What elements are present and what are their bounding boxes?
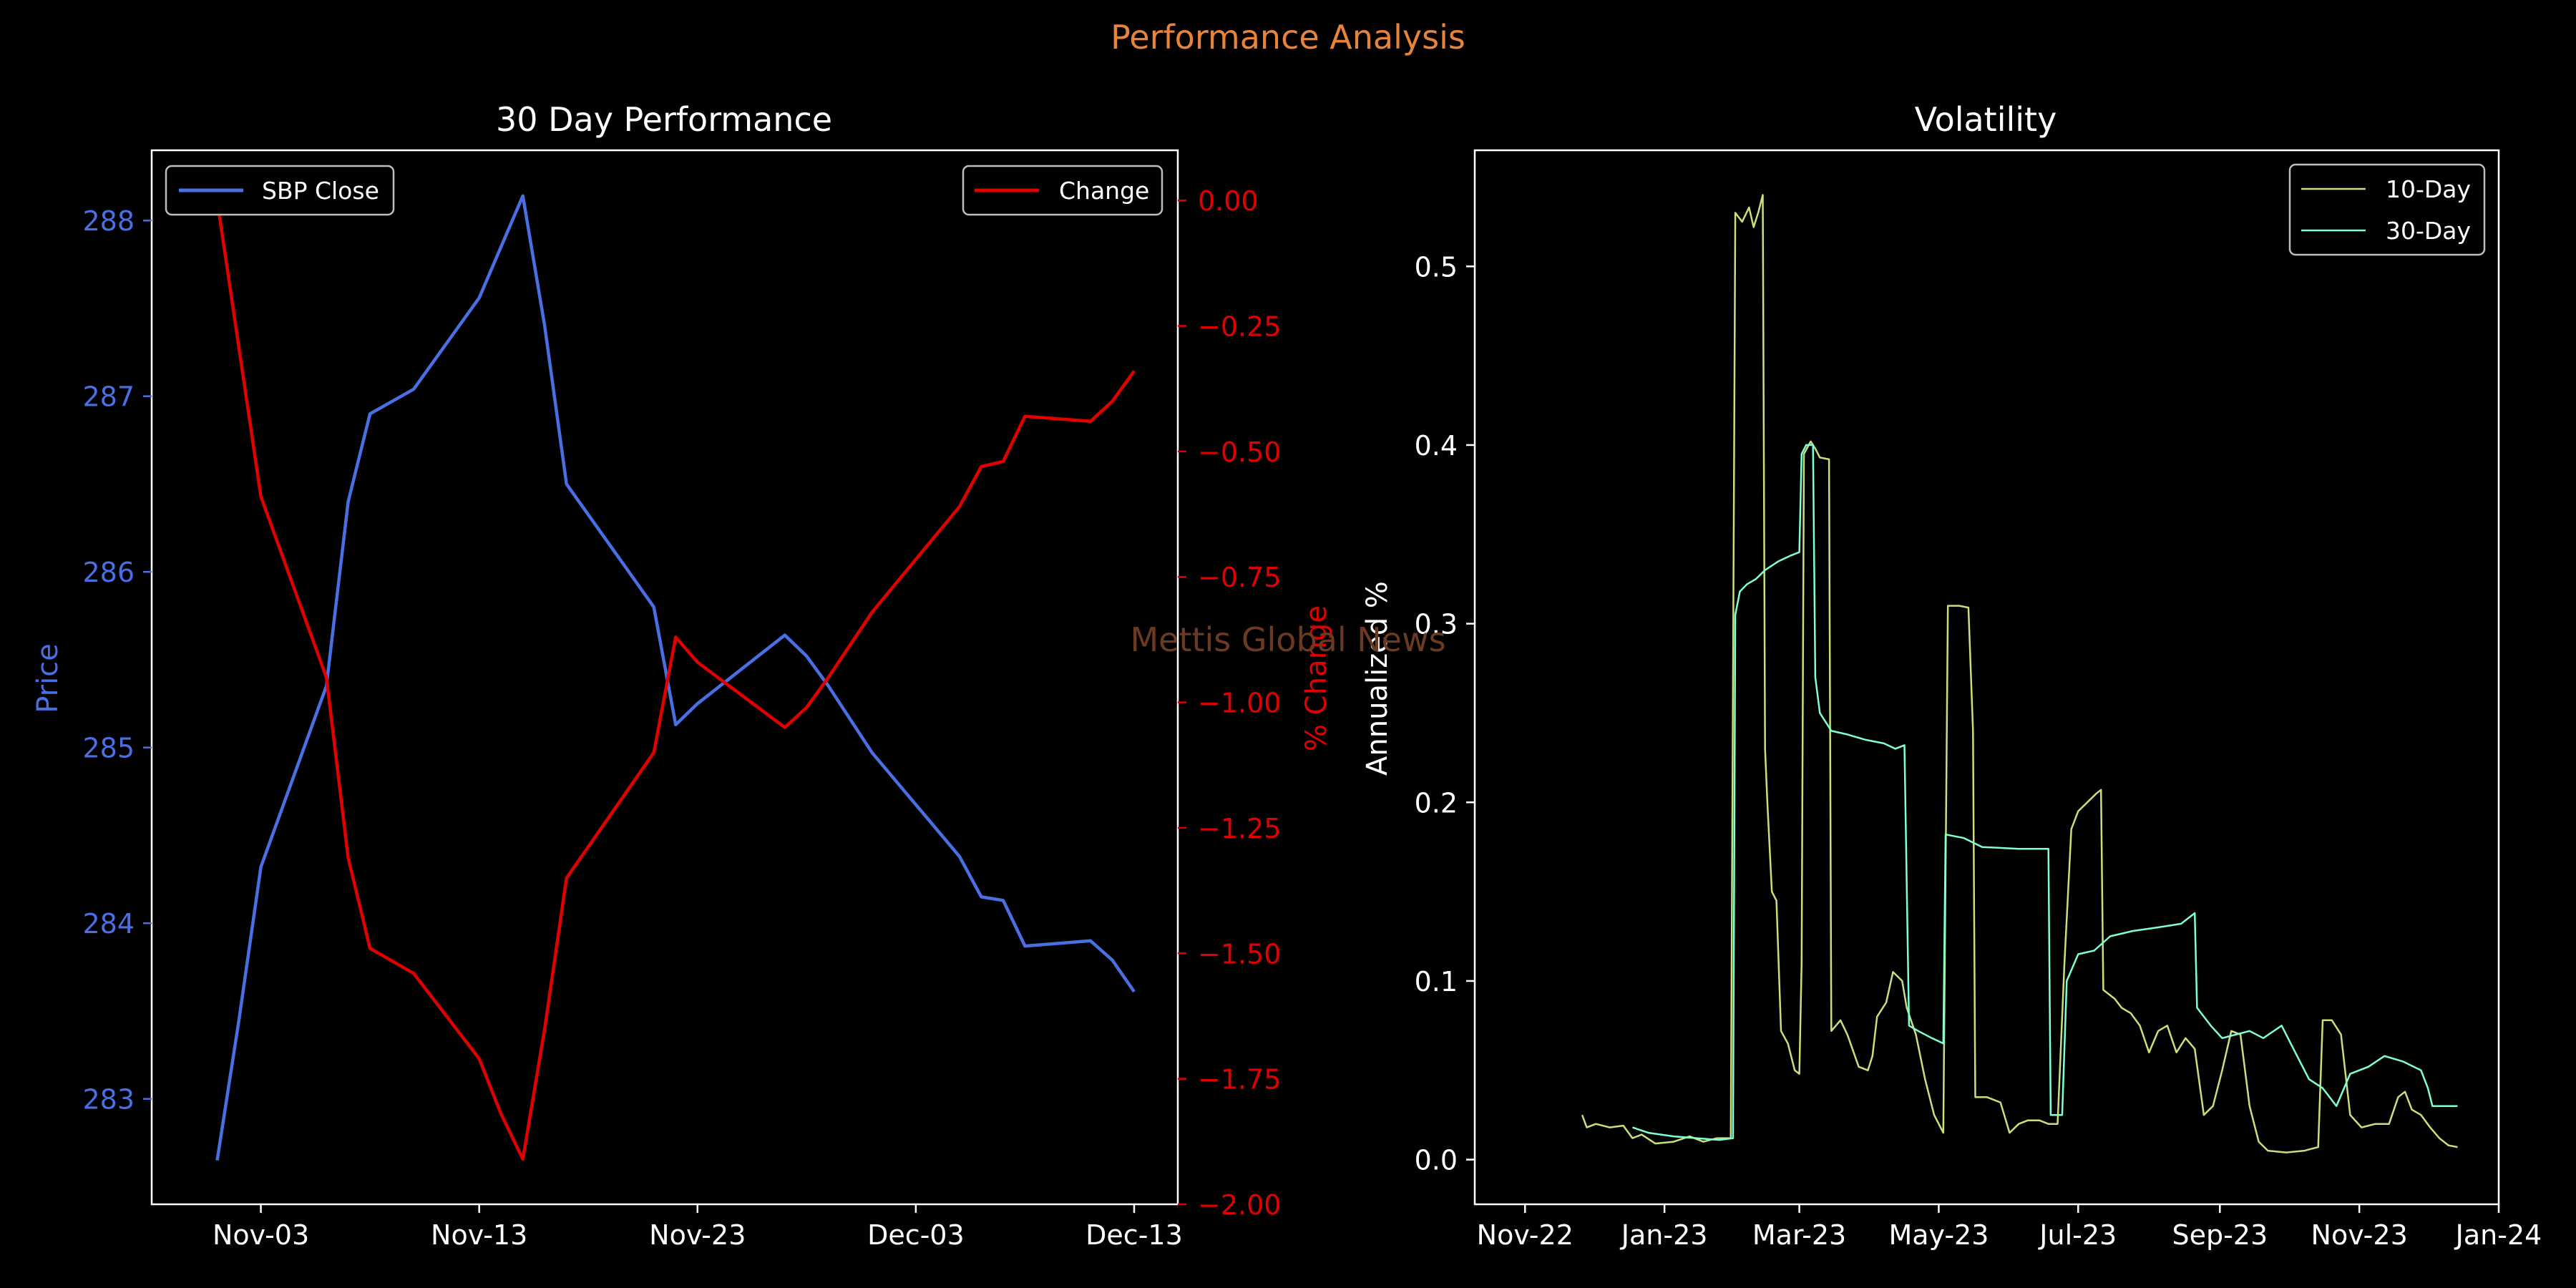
- legend-price[interactable]: SBP Close: [165, 165, 395, 216]
- volatility-x-tick-label: Jan-24: [2454, 1219, 2542, 1251]
- change-axis-label: % Change: [1300, 605, 1333, 751]
- volatility-axis-label: Annualized %: [1361, 581, 1394, 776]
- change-tick-label: −1.50: [1198, 938, 1281, 970]
- legend-change-box: [962, 165, 1163, 216]
- legend-volatility-box: [2288, 163, 2486, 256]
- performance-x-tick-label: Dec-13: [1085, 1219, 1183, 1251]
- legend-price-label: SBP Close: [262, 177, 379, 205]
- legend-volatility[interactable]: 10-Day 30-Day: [2288, 163, 2486, 256]
- volatility-series: [1581, 194, 2458, 1153]
- volatility-y-tick-label: 0.1: [1415, 966, 1458, 997]
- volatility-10-day-line: [1581, 194, 2458, 1153]
- figure-suptitle: Performance Analysis: [1111, 18, 1465, 57]
- legend-vol30-label: 30-Day: [2386, 217, 2471, 245]
- volatility-axes: Nov-22 Jan-23 Mar-23 May-23 Jul-23 Sep-23 Nov-…: [1415, 251, 2542, 1251]
- price-tick-label: 288: [82, 205, 135, 237]
- volatility-y-tick-label: 0.3: [1415, 609, 1458, 640]
- legend-price-box: [165, 165, 395, 216]
- performance-chart: 30 Day Performance Nov-03 Nov-13 Nov-23 Dec…: [31, 100, 1333, 1251]
- performance-x-tick-label: Nov-13: [431, 1219, 527, 1251]
- volatility-plot-frame: [1473, 149, 2500, 1206]
- performance-x-tick-label: Nov-03: [213, 1219, 309, 1251]
- performance-axes: Nov-03 Nov-13 Nov-23 Dec-03 Dec-13 283 284 285 2…: [82, 185, 1281, 1251]
- change-tick-label: −0.50: [1198, 436, 1281, 468]
- volatility-chart-title: Volatility: [1915, 100, 2057, 139]
- volatility-y-tick-label: 0.2: [1415, 787, 1458, 819]
- price-tick-label: 284: [82, 908, 135, 940]
- change-tick-label: −1.00: [1198, 688, 1281, 719]
- volatility-x-tick-label: May-23: [1888, 1219, 1989, 1251]
- watermark-text: Mettis Global News: [1130, 620, 1445, 659]
- change-tick-label: −1.25: [1198, 813, 1281, 844]
- volatility-y-tick-label: 0.5: [1415, 251, 1458, 283]
- price-tick-label: 287: [82, 381, 135, 413]
- change-tick-label: −2.00: [1198, 1189, 1281, 1221]
- change-tick-label: −0.25: [1198, 311, 1281, 343]
- price-tick-label: 286: [82, 557, 135, 588]
- change-line: [215, 200, 1136, 1161]
- change-tick-label: −1.75: [1198, 1064, 1281, 1096]
- performance-x-tick-label: Nov-23: [649, 1219, 746, 1251]
- volatility-x-tick-label: Jul-23: [2038, 1219, 2117, 1251]
- volatility-y-tick-label: 0.0: [1415, 1145, 1458, 1176]
- legend-change[interactable]: Change: [962, 165, 1163, 216]
- volatility-x-tick-label: Jan-23: [1620, 1219, 1708, 1251]
- legend-vol10-label: 10-Day: [2386, 175, 2471, 203]
- volatility-x-tick-label: Sep-23: [2172, 1219, 2268, 1251]
- performance-chart-title: 30 Day Performance: [496, 100, 832, 139]
- price-axis-label: Price: [31, 643, 64, 713]
- change-tick-label: 0.00: [1198, 185, 1259, 217]
- volatility-y-tick-label: 0.4: [1415, 430, 1458, 462]
- volatility-x-tick-label: Nov-23: [2311, 1219, 2408, 1251]
- price-tick-label: 285: [82, 733, 135, 764]
- volatility-chart: Volatility Nov-22 Jan-23 Mar-23 May-23 Jul-2…: [1361, 100, 2542, 1251]
- volatility-x-tick-label: Mar-23: [1752, 1219, 1846, 1251]
- performance-x-tick-label: Dec-03: [867, 1219, 965, 1251]
- volatility-x-tick-label: Nov-22: [1477, 1219, 1574, 1251]
- change-tick-label: −0.75: [1198, 562, 1281, 593]
- volatility-30-day-line: [1632, 444, 2458, 1141]
- performance-plot-frame: [150, 149, 1179, 1206]
- performance-series: [215, 194, 1136, 1161]
- sbp-close-line: [215, 194, 1136, 1161]
- price-tick-label: 283: [82, 1084, 135, 1116]
- legend-change-label: Change: [1059, 177, 1149, 205]
